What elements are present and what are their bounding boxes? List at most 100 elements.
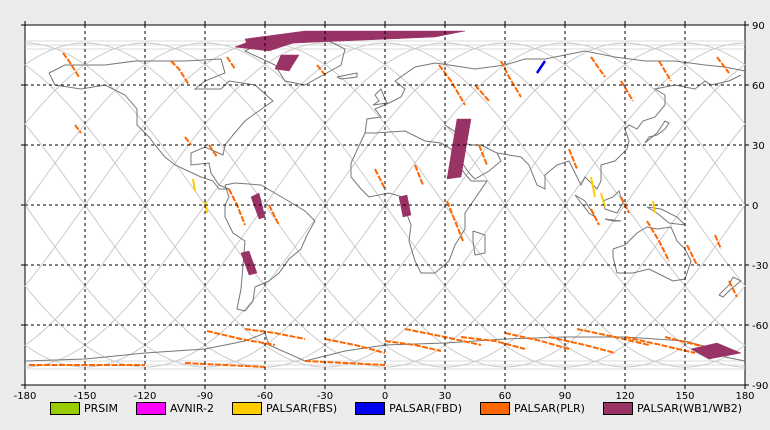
legend-item: PALSAR(FBD) [355,402,462,415]
legend-swatch [355,402,386,415]
legend-item: PRSIM [50,402,118,415]
wb-swath [274,54,300,72]
plr-swath [728,280,738,298]
y-tick-label: 30 [752,141,765,152]
fbs-swath [192,178,196,192]
coastline [718,276,742,298]
plr-swath-layer [29,52,738,368]
legend: PRSIM AVNIR-2 PALSAR(FBS) PALSAR(FBD) PALSAR… [50,402,760,415]
x-tick-label: -30 [317,391,333,402]
x-tick-labels: -180 -150 -120 -90 -60 -30 0 30 60 90 120 150 180 [14,391,755,402]
y-tick-label: -60 [752,321,768,332]
plr-swath [304,360,386,366]
plr-swath [446,200,464,242]
plr-swath [474,84,490,102]
coastline [48,58,274,190]
coastline [612,226,692,282]
plr-swath [170,60,190,86]
coastline [496,74,742,190]
plr-swath [658,60,672,82]
legend-item: AVNIR-2 [136,402,214,415]
fbs-swath [204,200,208,214]
legend-swatch [602,402,633,415]
plr-swath [460,336,526,350]
legend-label: AVNIR-2 [170,402,214,415]
coastline [372,88,388,106]
y-tick-label: 60 [752,81,765,92]
fbd-swath [535,60,547,74]
plr-swath [324,338,386,354]
legend-swatch [136,402,166,415]
legend-label: PALSAR(FBD) [389,402,463,415]
legend-item: PALSAR(PLR) [480,402,585,415]
y-tick-label: -90 [752,381,768,392]
wb-swath-layer [234,30,742,360]
x-tick-label: -90 [197,391,213,402]
coastline [336,72,358,80]
y-tick-label: 0 [752,201,758,212]
legend-swatch [50,402,80,415]
wb-swath [446,118,472,180]
x-tick-label: -180 [14,391,37,402]
legend-label: PALSAR(FBS) [265,402,338,415]
wb-swath [234,36,306,52]
plr-swath [74,124,82,134]
x-tick-label: 60 [499,391,512,402]
x-tick-label: -60 [257,391,273,402]
x-tick-label: -120 [134,391,157,402]
legend-label: PALSAR(WB1/WB2) [636,402,743,415]
fbs-swath [600,192,606,208]
coastline [602,190,624,214]
legend-label: PRSIM [84,402,118,415]
plr-swath [500,60,522,98]
plr-swath [184,362,266,368]
plr-swath [590,208,600,226]
wb-swath [244,30,466,50]
plr-swath [568,148,578,170]
x-tick-label: 0 [382,391,388,402]
plr-swath [686,244,698,266]
plr-swath [184,136,192,146]
x-tick-label: 30 [439,391,452,402]
plr-swath [226,56,236,70]
fbs-swath [590,176,596,198]
x-tick-label: -150 [74,391,97,402]
x-tick-label: 150 [675,391,694,402]
legend-item: PALSAR(WB1/WB2) [602,402,743,415]
plr-swath [664,336,726,352]
y-tick-labels: 90 60 30 0 -30 -60 -90 [752,21,768,392]
plr-swath [624,336,696,354]
plr-swath [478,144,488,166]
plr-swath [646,220,670,262]
plr-swath [438,64,466,106]
plr-swath [716,56,730,74]
plr-swath [384,340,442,352]
fbs-swath-layer [192,176,656,214]
legend-item: PALSAR(FBS) [231,402,338,415]
plr-swath [620,80,634,102]
x-tick-label: 90 [559,391,572,402]
fbd-swath-layer [535,60,547,74]
y-tick-label: -30 [752,261,768,272]
plr-swath [374,168,386,190]
wb-swath [398,194,412,218]
plr-swath [576,328,650,346]
coastline [243,38,346,86]
legend-swatch [231,402,262,415]
x-tick-label: 180 [735,391,754,402]
legend-label: PALSAR(PLR) [514,402,585,415]
coastline [604,218,622,222]
plr-swath [548,336,616,354]
legend-swatch [480,402,511,415]
wb-swath [690,342,742,360]
coastline [472,230,486,256]
wb-swath [240,250,258,276]
coastline [350,130,488,274]
plr-swath [268,204,280,226]
plr-swath [244,328,306,340]
coastline [224,182,316,312]
plr-swath [714,234,722,250]
coastline [644,120,670,144]
plr-swath [316,64,326,76]
